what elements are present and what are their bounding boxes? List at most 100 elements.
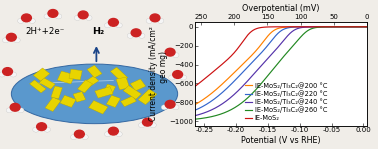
Circle shape bbox=[10, 103, 20, 111]
Circle shape bbox=[44, 14, 51, 19]
Circle shape bbox=[56, 14, 62, 19]
Circle shape bbox=[172, 53, 179, 58]
Line: IE-MoS₂/Ti₃C₂@240 °C: IE-MoS₂/Ti₃C₂@240 °C bbox=[192, 27, 367, 117]
Polygon shape bbox=[83, 76, 99, 88]
Line: IE-MoS₂/Ti₃C₂@220 °C: IE-MoS₂/Ti₃C₂@220 °C bbox=[192, 27, 367, 112]
IE-MoS₂/Ti₃C₂@220 °C bbox=[264, 46, 268, 48]
Polygon shape bbox=[39, 78, 55, 89]
Ellipse shape bbox=[11, 64, 178, 124]
Circle shape bbox=[172, 105, 179, 110]
IE-MoS₂/Ti₃C₂@200 °C bbox=[189, 106, 194, 107]
Circle shape bbox=[82, 135, 88, 140]
Line: IE-MoS₂: IE-MoS₂ bbox=[192, 27, 367, 89]
IE-MoS₂ bbox=[256, 27, 261, 29]
Circle shape bbox=[74, 130, 84, 138]
Circle shape bbox=[173, 71, 183, 78]
Polygon shape bbox=[51, 86, 62, 99]
Circle shape bbox=[2, 38, 9, 43]
IE-MoS₂ bbox=[220, 64, 224, 65]
IE-MoS₂ bbox=[364, 26, 369, 28]
Circle shape bbox=[48, 10, 58, 17]
Circle shape bbox=[143, 118, 152, 126]
Circle shape bbox=[146, 18, 152, 23]
Circle shape bbox=[131, 29, 141, 37]
IE-MoS₂ bbox=[264, 26, 268, 28]
Polygon shape bbox=[57, 71, 75, 84]
IE-MoS₂/Ti₃C₂@200 °C bbox=[342, 26, 347, 28]
Circle shape bbox=[17, 108, 24, 113]
IE-MoS₂/Ti₃C₂@220 °C bbox=[361, 26, 366, 28]
IE-MoS₂/Ti₃C₂@260 °C bbox=[189, 119, 194, 120]
Line: IE-MoS₂/Ti₃C₂@260 °C: IE-MoS₂/Ti₃C₂@260 °C bbox=[192, 27, 367, 119]
Circle shape bbox=[78, 11, 88, 19]
IE-MoS₂ bbox=[209, 72, 214, 74]
Polygon shape bbox=[69, 69, 82, 80]
IE-MoS₂/Ti₃C₂@260 °C bbox=[364, 26, 369, 28]
IE-MoS₂ bbox=[342, 26, 347, 28]
Circle shape bbox=[138, 123, 145, 128]
Polygon shape bbox=[73, 91, 86, 102]
Polygon shape bbox=[77, 80, 93, 93]
Circle shape bbox=[104, 23, 111, 28]
Circle shape bbox=[161, 105, 167, 110]
IE-MoS₂/Ti₃C₂@200 °C bbox=[256, 47, 261, 48]
Circle shape bbox=[29, 18, 36, 23]
Text: 2H⁺+2e⁻: 2H⁺+2e⁻ bbox=[26, 27, 65, 36]
Circle shape bbox=[17, 18, 24, 23]
IE-MoS₂/Ti₃C₂@240 °C bbox=[256, 68, 261, 69]
Polygon shape bbox=[33, 68, 50, 81]
Polygon shape bbox=[121, 96, 136, 107]
Circle shape bbox=[74, 15, 81, 20]
Circle shape bbox=[85, 15, 92, 20]
Line: IE-MoS₂/Ti₃C₂@200 °C: IE-MoS₂/Ti₃C₂@200 °C bbox=[192, 27, 367, 107]
IE-MoS₂/Ti₃C₂@260 °C bbox=[361, 26, 366, 28]
Circle shape bbox=[165, 48, 175, 56]
Circle shape bbox=[37, 123, 46, 131]
Circle shape bbox=[104, 132, 111, 137]
Polygon shape bbox=[130, 79, 146, 91]
IE-MoS₂/Ti₃C₂@200 °C bbox=[364, 26, 369, 28]
IE-MoS₂/Ti₃C₂@220 °C bbox=[189, 111, 194, 112]
Circle shape bbox=[161, 53, 167, 58]
Polygon shape bbox=[45, 97, 61, 111]
IE-MoS₂/Ti₃C₂@220 °C bbox=[256, 55, 261, 56]
IE-MoS₂/Ti₃C₂@260 °C bbox=[342, 26, 347, 28]
IE-MoS₂/Ti₃C₂@260 °C bbox=[264, 77, 268, 78]
Polygon shape bbox=[60, 95, 76, 107]
IE-MoS₂/Ti₃C₂@260 °C bbox=[256, 86, 261, 87]
IE-MoS₂/Ti₃C₂@240 °C bbox=[189, 116, 194, 117]
IE-MoS₂/Ti₃C₂@200 °C bbox=[209, 93, 214, 94]
Circle shape bbox=[157, 18, 164, 23]
Circle shape bbox=[3, 68, 12, 75]
Circle shape bbox=[116, 23, 122, 28]
Circle shape bbox=[71, 135, 77, 140]
Circle shape bbox=[0, 72, 5, 77]
Polygon shape bbox=[138, 89, 157, 105]
Circle shape bbox=[150, 14, 160, 22]
Circle shape bbox=[14, 38, 20, 43]
X-axis label: Potential (V vs RHE): Potential (V vs RHE) bbox=[241, 136, 321, 145]
Circle shape bbox=[165, 100, 175, 108]
Circle shape bbox=[150, 123, 156, 128]
IE-MoS₂/Ti₃C₂@240 °C bbox=[209, 109, 214, 111]
Circle shape bbox=[108, 127, 118, 135]
Text: H₂: H₂ bbox=[92, 27, 104, 36]
Circle shape bbox=[22, 14, 31, 22]
Circle shape bbox=[108, 18, 118, 26]
IE-MoS₂/Ti₃C₂@200 °C bbox=[361, 26, 366, 28]
Polygon shape bbox=[106, 95, 121, 107]
Circle shape bbox=[44, 127, 51, 132]
Circle shape bbox=[10, 72, 17, 77]
Circle shape bbox=[169, 75, 175, 80]
IE-MoS₂/Ti₃C₂@240 °C bbox=[361, 26, 366, 28]
Legend: IE-MoS₂/Ti₃C₂@200 °C, IE-MoS₂/Ti₃C₂@220 °C, IE-MoS₂/Ti₃C₂@240 °C, IE-MoS₂/Ti₃C₂@: IE-MoS₂/Ti₃C₂@200 °C, IE-MoS₂/Ti₃C₂@220 … bbox=[245, 81, 328, 122]
Circle shape bbox=[180, 75, 187, 80]
Polygon shape bbox=[87, 65, 102, 78]
IE-MoS₂/Ti₃C₂@260 °C bbox=[220, 113, 224, 115]
Polygon shape bbox=[110, 67, 128, 82]
IE-MoS₂/Ti₃C₂@240 °C bbox=[364, 26, 369, 28]
X-axis label: Overpotential (mV): Overpotential (mV) bbox=[242, 4, 319, 13]
Polygon shape bbox=[116, 77, 130, 90]
IE-MoS₂/Ti₃C₂@200 °C bbox=[220, 84, 224, 85]
IE-MoS₂/Ti₃C₂@200 °C bbox=[264, 37, 268, 39]
